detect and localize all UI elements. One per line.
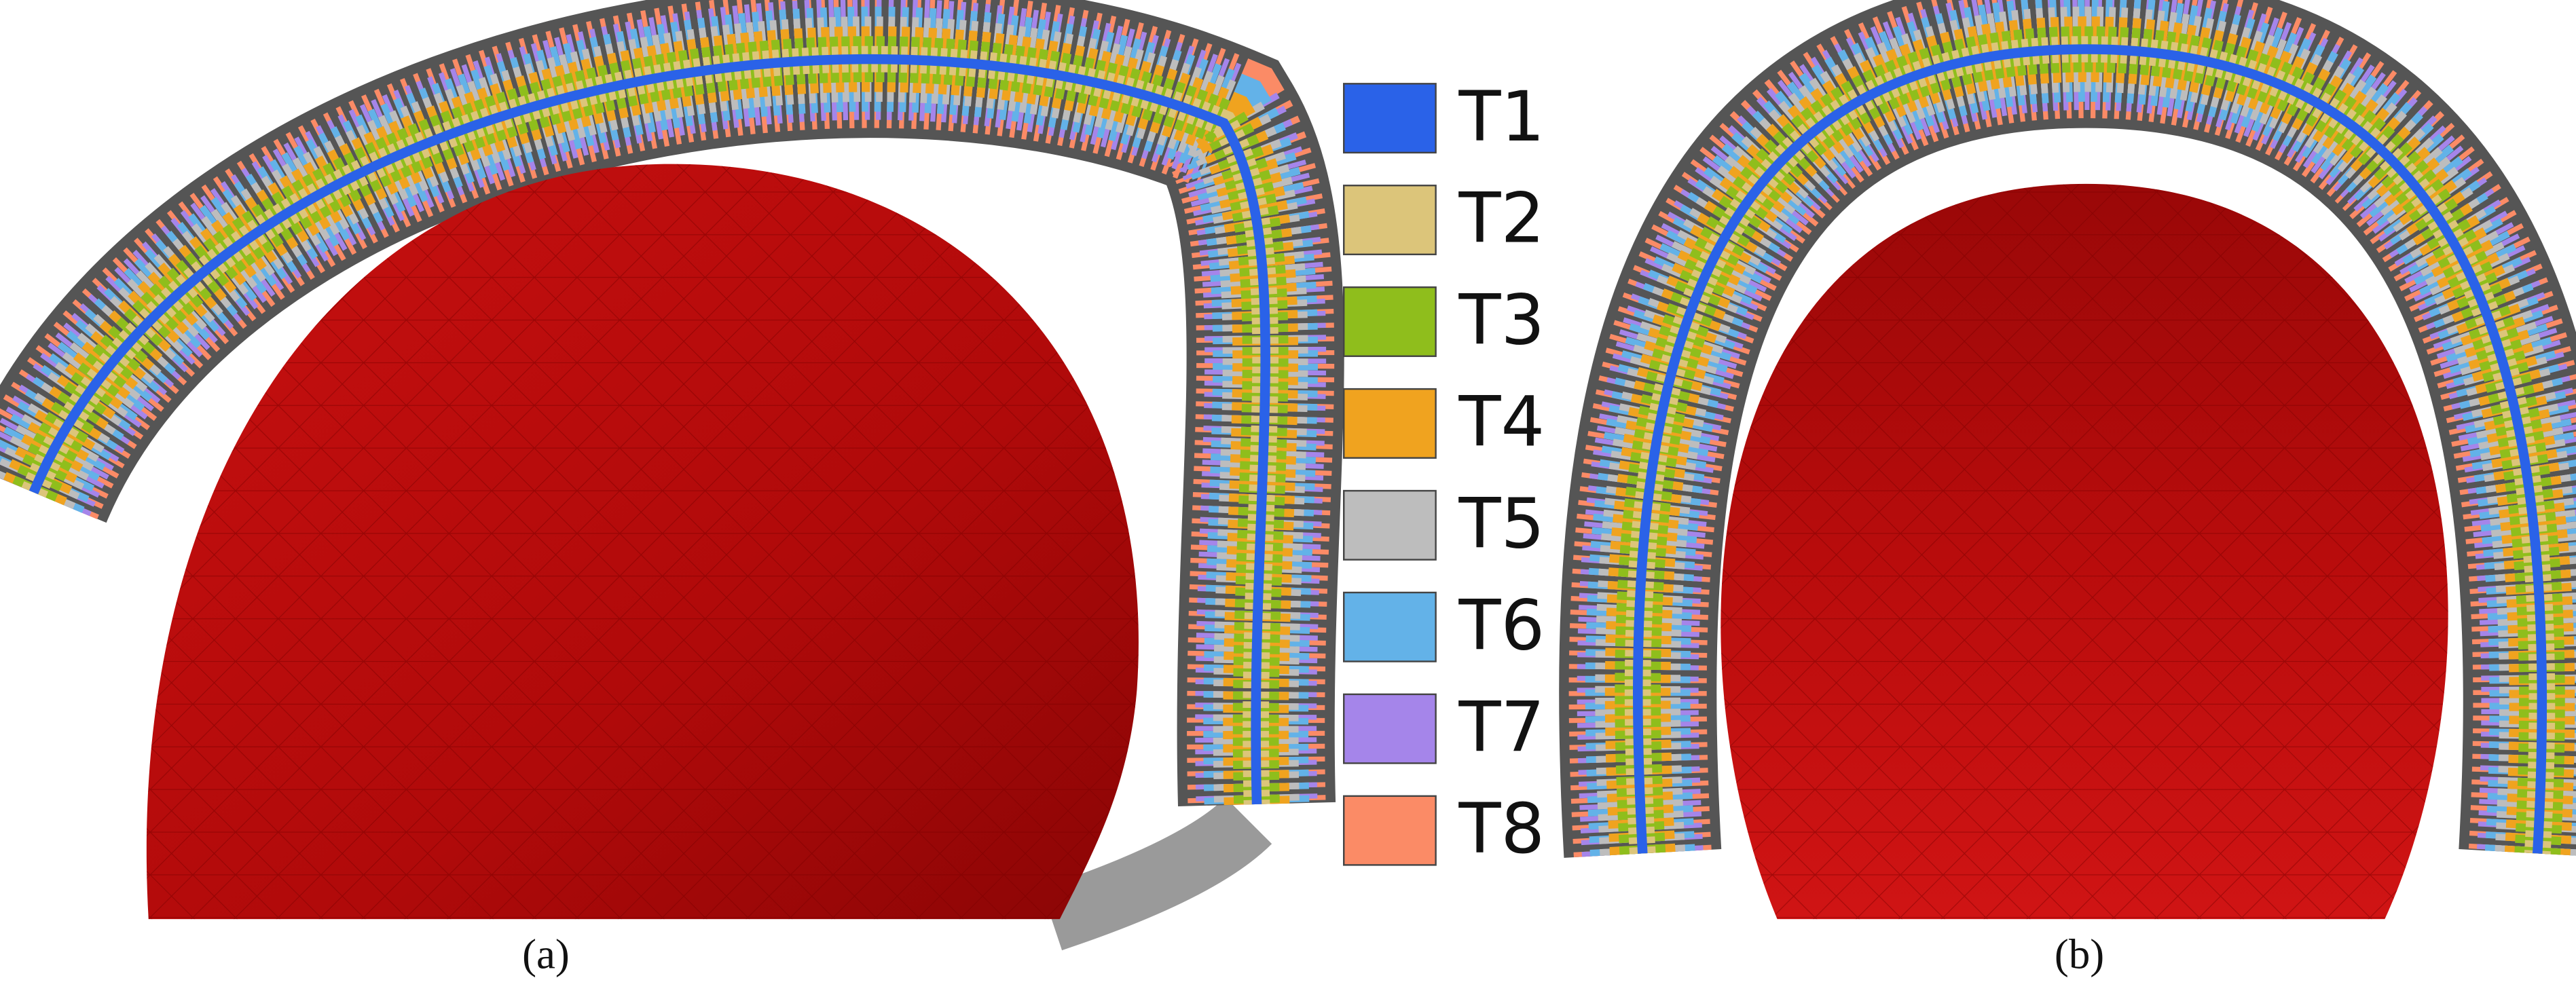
legend-label: T2 xyxy=(1458,179,1545,259)
head-a xyxy=(146,164,1139,920)
legend-swatch xyxy=(1343,795,1437,866)
legend-swatch xyxy=(1343,388,1437,459)
legend: T1 T2 T3 T4 T5 T6 T7 T8 xyxy=(1343,77,1545,869)
legend-label: T7 xyxy=(1458,687,1545,767)
caption-a: (a) xyxy=(522,931,570,978)
legend-label: T1 xyxy=(1458,77,1545,157)
legend-swatch xyxy=(1343,83,1437,154)
legend-swatch xyxy=(1343,693,1437,764)
legend-label: T6 xyxy=(1458,585,1545,665)
legend-swatch xyxy=(1343,591,1437,662)
legend-label: T3 xyxy=(1458,280,1545,360)
legend-label: T4 xyxy=(1458,382,1545,462)
head-b xyxy=(1721,183,2448,920)
legend-swatch xyxy=(1343,185,1437,256)
caption-b: (b) xyxy=(2055,931,2104,978)
legend-swatch xyxy=(1343,286,1437,357)
helmet-a xyxy=(0,0,1344,951)
legend-label: T5 xyxy=(1458,483,1545,563)
helmet-b xyxy=(1559,0,2576,858)
legend-label: T8 xyxy=(1458,789,1545,869)
legend-swatch xyxy=(1343,489,1437,561)
